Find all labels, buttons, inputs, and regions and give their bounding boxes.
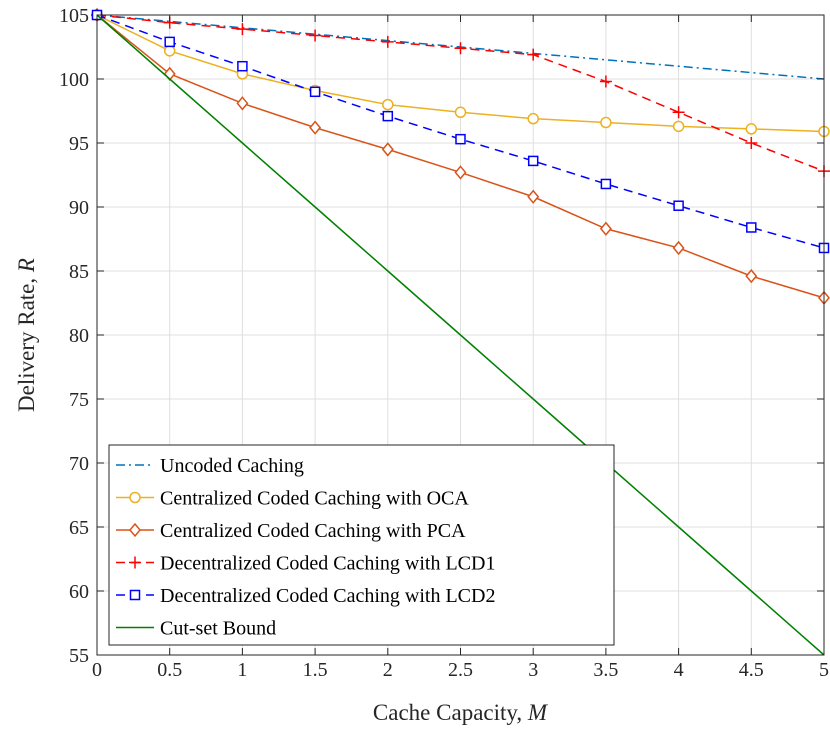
plus-marker [309,29,322,42]
series-3 [91,7,830,306]
y-tick-label: 60 [69,581,89,603]
x-tick-label: 2.5 [448,659,473,681]
plus-marker [527,48,540,61]
y-tick-label: 105 [59,5,89,27]
x-tick-label: 3.5 [593,659,618,681]
plus-marker [381,35,394,48]
diamond-marker [129,522,141,538]
legend-label: Decentralized Coded Caching with LCD2 [160,585,495,607]
plus-marker [129,556,141,569]
diamond-marker [454,165,467,180]
legend-item: Uncoded Caching [116,455,304,477]
series-5 [91,9,830,254]
legend-label: Uncoded Caching [160,455,304,477]
legend-item: Decentralized Coded Caching with LCD2 [116,585,495,607]
square-marker [673,200,684,211]
circle-marker [745,123,758,135]
x-tick-label: 4 [674,659,684,681]
square-marker [129,589,141,601]
x-tick-label: 1 [237,659,247,681]
circle-marker [129,491,141,504]
legend-box [108,444,615,646]
circle-marker [382,98,394,111]
x-tick-label: 0.5 [157,659,182,681]
y-tick-label: 75 [69,389,89,411]
legend-label: Decentralized Coded Caching with LCD1 [160,553,495,575]
y-tick-label: 95 [69,133,89,155]
square-marker [455,133,466,145]
plus-marker [745,137,758,149]
series-layer [91,7,830,656]
diamond-marker [527,189,540,204]
square-marker [746,222,757,233]
legend-label: Centralized Coded Caching with PCA [160,520,466,542]
y-tick-label: 100 [59,69,89,91]
series-6 [96,14,825,656]
square-marker [309,86,321,98]
diamond-marker [745,268,758,284]
square-marker [237,60,248,72]
circle-marker [600,116,612,129]
circle-marker [672,120,685,133]
legend: Uncoded Caching Centralized Coded Caching… [108,444,615,646]
y-tick-label: 65 [69,517,89,539]
x-axis-label-variable: M [527,700,549,725]
circle-marker [454,106,467,119]
circle-marker [163,45,176,57]
plus-marker [454,42,467,55]
y-tick-label: 70 [69,453,89,475]
x-tick-label: 4.5 [739,659,764,681]
square-marker [600,178,612,190]
legend-item: Centralized Coded Caching with PCA [116,520,466,542]
series-line [96,14,825,656]
diamond-marker [236,96,249,111]
diamond-marker [309,120,322,135]
x-tick-label: 1.5 [303,659,328,681]
diamond-marker [599,221,612,236]
legend-label: Centralized Coded Caching with OCA [160,488,469,510]
square-marker [164,36,175,48]
x-tick-label: 3 [528,659,538,681]
square-marker [527,155,539,167]
legend-item: Centralized Coded Caching with OCA [116,488,469,510]
y-axis-label: Delivery Rate, R [14,258,39,412]
ticks: 0 0.5 1 1.5 2 2.5 3 3.5 4 4.5 55560657075808590951… [59,5,829,681]
plus-marker [672,106,685,119]
legend-label: Cut-set Bound [160,618,276,640]
square-marker [382,110,394,122]
legend-item: Cut-set Bound [116,618,276,640]
y-tick-label: 80 [69,325,89,347]
x-tick-label: 2 [383,659,393,681]
x-axis-label: Cache Capacity, M [373,700,549,725]
y-tick-label: 55 [69,645,89,667]
diamond-marker [672,240,685,256]
x-axis-label-text: Cache Capacity, [373,700,528,725]
y-axis-label-variable: R [14,258,39,273]
series-line [96,14,825,249]
x-tick-label: 5 [819,659,829,681]
y-axis-label-text: Delivery Rate, [14,272,39,412]
circle-marker [527,112,539,125]
y-tick-label: 90 [69,197,89,219]
diamond-marker [381,142,394,157]
x-tick-label: 0 [92,659,102,681]
plus-marker [236,23,249,36]
plus-marker [599,75,612,88]
legend-item: Decentralized Coded Caching with LCD1 [116,553,495,575]
y-tick-label: 85 [69,261,89,283]
